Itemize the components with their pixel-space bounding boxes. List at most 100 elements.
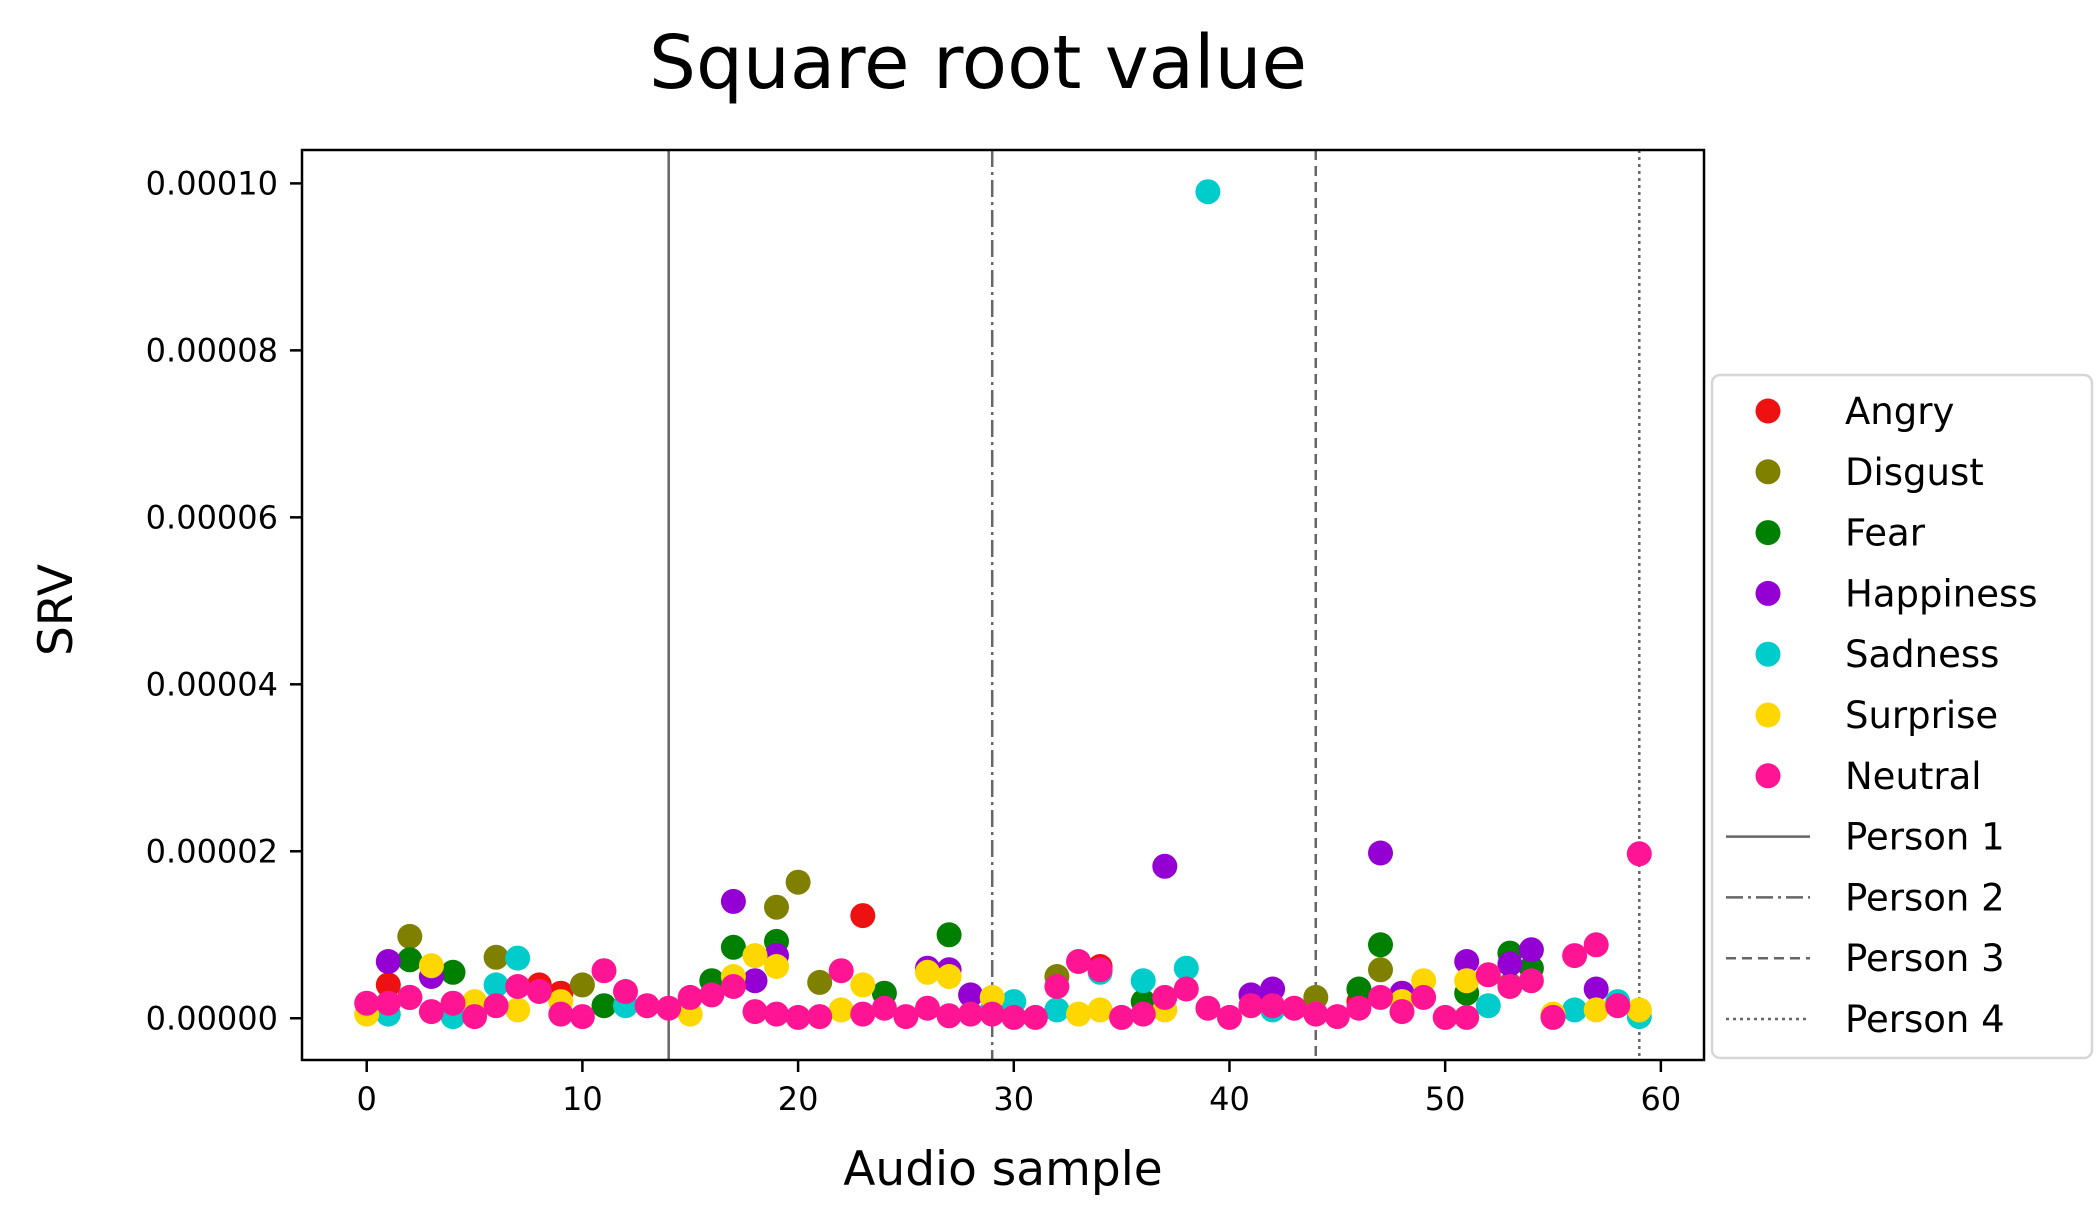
point-neutral: [785, 1004, 811, 1030]
y-tick-label: 0.00010: [146, 164, 278, 202]
point-neutral: [1497, 974, 1523, 999]
point-neutral: [979, 1001, 1005, 1027]
point-neutral: [742, 999, 768, 1025]
point-surprise: [828, 997, 854, 1023]
point-neutral: [375, 990, 401, 1016]
point-neutral: [462, 1004, 488, 1030]
y-tick-label: 0.00006: [146, 498, 278, 536]
x-tick-label: 60: [1641, 1080, 1682, 1118]
point-fear: [1368, 932, 1393, 958]
point-neutral: [483, 993, 509, 1019]
legend-label-person-4: Person 4: [1845, 998, 2005, 1041]
point-neutral: [1044, 974, 1070, 999]
legend-label-happiness: Happiness: [1845, 572, 2038, 615]
legend-marker-sadness: [1755, 641, 1781, 667]
legend-marker-disgust: [1755, 459, 1781, 485]
point-neutral: [548, 1001, 574, 1027]
point-neutral: [764, 1001, 789, 1027]
person-reference-lines: [667, 150, 1641, 1060]
point-disgust: [483, 944, 509, 970]
point-neutral: [397, 984, 423, 1010]
point-disgust: [764, 894, 789, 920]
x-tick-label: 20: [778, 1080, 819, 1118]
point-fear: [1346, 976, 1372, 1002]
point-disgust: [785, 869, 811, 895]
x-tick-label: 40: [1209, 1080, 1250, 1118]
point-fear: [397, 947, 423, 973]
point-neutral: [1152, 984, 1178, 1010]
legend-label-disgust: Disgust: [1845, 451, 1984, 494]
point-neutral: [1109, 1004, 1135, 1030]
point-happiness: [1454, 949, 1480, 974]
point-fear: [440, 959, 466, 985]
point-fear: [720, 934, 746, 960]
point-neutral: [958, 1001, 984, 1027]
point-happiness: [958, 982, 984, 1008]
legend-marker-neutral: [1755, 763, 1781, 789]
point-surprise: [1087, 997, 1113, 1023]
point-neutral: [1130, 1001, 1156, 1027]
point-neutral: [656, 995, 682, 1021]
y-tick-label: 0.00000: [146, 999, 278, 1037]
point-neutral: [1540, 1004, 1566, 1030]
point-surprise: [1626, 997, 1652, 1023]
point-neutral: [1066, 949, 1091, 974]
legend-marker-happiness: [1755, 580, 1781, 606]
point-neutral: [1217, 1004, 1242, 1030]
data-points: [354, 179, 1652, 1030]
point-surprise: [505, 997, 531, 1023]
point-neutral: [1518, 968, 1544, 994]
point-neutral: [893, 1004, 919, 1030]
point-neutral: [1173, 976, 1199, 1002]
point-neutral: [634, 993, 660, 1019]
point-neutral: [1432, 1004, 1458, 1030]
point-neutral: [871, 995, 897, 1021]
x-tick-label: 0: [357, 1080, 377, 1118]
legend-label-angry: Angry: [1845, 390, 1954, 433]
point-neutral: [1281, 995, 1307, 1021]
legend-label-person-2: Person 2: [1845, 876, 2005, 919]
x-tick-label: 50: [1425, 1080, 1466, 1118]
point-disgust: [807, 969, 833, 995]
point-neutral: [677, 984, 703, 1010]
legend-label-neutral: Neutral: [1845, 755, 1982, 798]
point-neutral: [613, 979, 638, 1004]
point-neutral: [1562, 943, 1588, 969]
y-axis-ticks: 0.00000 0.00002 0.00004 0.00006 0.00008 0.000…: [146, 164, 302, 1037]
point-sadness: [1475, 993, 1501, 1019]
point-neutral: [418, 999, 444, 1025]
legend-label-person-3: Person 3: [1845, 937, 2005, 980]
point-disgust: [1368, 957, 1393, 983]
legend-label-sadness: Sadness: [1845, 633, 1999, 676]
point-sadness: [1044, 997, 1070, 1023]
point-happiness: [1368, 840, 1393, 866]
legend-label-fear: Fear: [1845, 512, 1926, 555]
legend-marker-angry: [1755, 398, 1781, 424]
point-surprise: [742, 943, 768, 969]
point-fear: [936, 922, 962, 948]
y-tick-label: 0.00002: [146, 832, 278, 870]
point-surprise: [915, 959, 940, 985]
point-surprise: [936, 964, 962, 989]
point-neutral: [591, 958, 617, 984]
legend-label-person-1: Person 1: [1845, 816, 2005, 859]
point-happiness: [720, 888, 746, 914]
point-neutral: [440, 990, 466, 1016]
y-tick-label: 0.00008: [146, 331, 278, 369]
point-neutral: [1389, 999, 1415, 1025]
point-sadness: [1195, 179, 1221, 205]
point-neutral: [850, 1001, 876, 1027]
point-neutral: [807, 1004, 833, 1030]
point-happiness: [1583, 976, 1609, 1002]
legend-marker-fear: [1755, 520, 1781, 546]
point-neutral: [505, 974, 531, 999]
plot-frame: [300, 148, 1706, 1062]
y-axis-label: SRV: [29, 564, 84, 656]
point-neutral: [1324, 1004, 1350, 1030]
point-surprise: [764, 954, 789, 979]
point-neutral: [915, 995, 940, 1021]
point-disgust: [397, 923, 423, 949]
point-neutral: [1626, 841, 1652, 867]
point-neutral: [1475, 962, 1501, 988]
